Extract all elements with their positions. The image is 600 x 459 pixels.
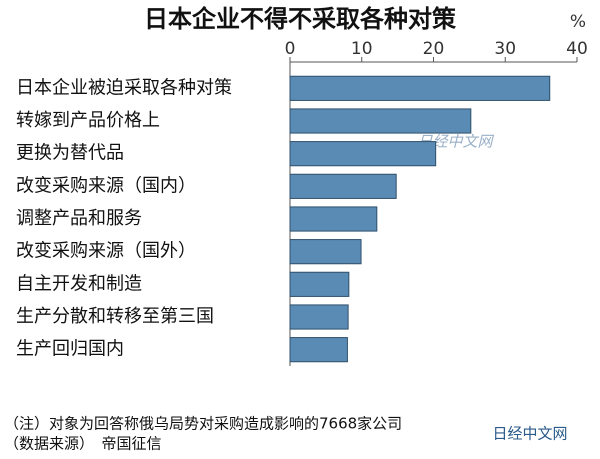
bar [289,173,397,199]
x-tick-label: 10 [351,39,373,59]
x-tick-label: 40 [566,39,588,59]
y-tick-label: 调整产品和服务 [16,208,142,229]
y-tick-label: 生产回归国内 [16,339,124,360]
chart-title: 日本企业不得不采取各种对策 [144,5,457,33]
watermark: 日经中文网 [417,133,494,151]
bar [289,141,437,167]
note: （注）对象为回答称俄乌局势对采购造成影响的7668家公司 [4,415,402,433]
watermark-logo: 日经中文网 [492,425,567,443]
bar [289,271,350,297]
y-tick-label: 改变采购来源（国内） [16,175,196,196]
y-tick-label: 转嫁到产品价格上 [16,110,160,131]
bar [289,75,551,101]
x-tick-label: 0 [285,39,296,59]
y-tick-label: 更换为替代品 [16,143,124,164]
y-tick-label: 生产分散和转移至第三国 [16,306,214,327]
x-tick-label: 20 [423,39,445,59]
bar [289,304,349,330]
source: （数据来源） 帝国征信 [4,435,162,453]
y-tick-label: 自主开发和制造 [16,273,142,294]
bar [289,239,362,265]
bar [289,206,378,232]
y-tick-label: 改变采购来源（国外） [16,241,196,262]
y-tick-label: 日本企业被迫采取各种对策 [16,77,232,98]
x-tick-label: 30 [494,39,516,59]
unit-label: % [570,12,586,32]
bar [289,108,472,134]
bar [289,337,348,363]
